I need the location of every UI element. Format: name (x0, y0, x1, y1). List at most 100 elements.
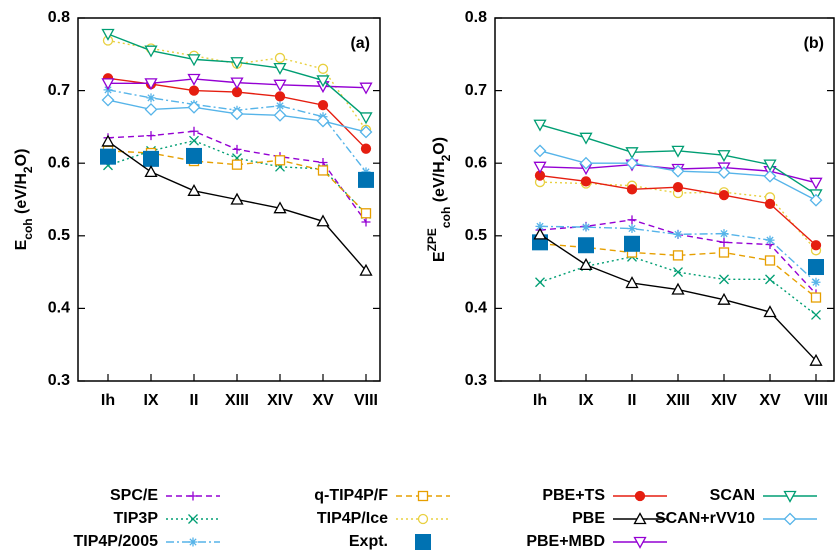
marker (673, 267, 683, 278)
marker (535, 277, 545, 288)
marker (579, 257, 593, 270)
marker (316, 75, 330, 88)
plot-frame (77, 17, 381, 382)
y-tick-label: 0.3 (465, 372, 487, 389)
x-tick-label: Ih (533, 392, 547, 409)
x-tick-label: XIV (711, 392, 737, 409)
marker (580, 176, 592, 187)
marker (810, 292, 822, 303)
marker (783, 512, 797, 526)
marker (232, 144, 242, 154)
x-tick-label: IX (578, 392, 593, 409)
marker (783, 490, 797, 503)
marker (811, 309, 821, 320)
y-axis-label-part: ZPE (425, 228, 439, 251)
marker (188, 514, 198, 524)
marker (101, 93, 115, 107)
marker (672, 250, 684, 261)
marker (763, 159, 777, 172)
legend-label: q-TIP4P/F (314, 487, 388, 504)
marker (359, 125, 373, 139)
marker (624, 235, 640, 252)
y-axis-label-part: O) (431, 137, 448, 155)
marker (101, 28, 115, 41)
y-axis-label-part: 2 (439, 154, 453, 161)
marker (316, 114, 330, 128)
marker (718, 247, 730, 258)
marker (230, 107, 244, 121)
marker (535, 221, 545, 231)
marker (146, 131, 156, 141)
marker (189, 135, 199, 146)
marker (627, 224, 637, 234)
legend-label: Expt. (349, 533, 388, 550)
marker (673, 229, 683, 239)
x-tick-label: IX (143, 392, 158, 409)
marker (533, 119, 547, 132)
marker (230, 192, 244, 205)
marker (101, 78, 115, 91)
marker (189, 126, 199, 136)
marker (316, 214, 330, 227)
marker (634, 490, 646, 502)
marker (672, 182, 684, 193)
marker (188, 537, 198, 547)
x-tick-label: XIV (267, 392, 293, 409)
marker (717, 166, 731, 180)
marker (188, 491, 198, 501)
marker (626, 184, 638, 195)
y-tick-label: 0.6 (48, 154, 70, 171)
marker (579, 132, 593, 145)
x-tick-label: VIII (354, 392, 378, 409)
legend-label: SCAN+rVV10 (655, 510, 755, 527)
marker (764, 198, 776, 210)
y-axis-label: Ecoh (eV/H2O) (13, 149, 35, 251)
marker (625, 147, 639, 160)
x-tick-label: XV (312, 392, 334, 409)
y-axis-label-part: O) (13, 149, 30, 167)
y-axis-label: EZPEcoh (eV/H2O) (425, 137, 453, 262)
marker (417, 490, 429, 502)
y-axis-label-part: coh (21, 218, 35, 239)
y-tick-label: 0.7 (465, 82, 487, 99)
marker (625, 276, 639, 289)
marker (187, 183, 201, 196)
marker (317, 165, 329, 176)
legend-label: TIP4P/2005 (74, 533, 159, 550)
marker (633, 536, 647, 549)
marker (274, 52, 286, 64)
y-tick-label: 0.8 (465, 9, 487, 26)
marker (317, 99, 329, 111)
marker (146, 93, 156, 103)
y-tick-label: 0.6 (465, 154, 487, 171)
marker (273, 62, 287, 75)
marker (763, 169, 777, 183)
marker (144, 103, 158, 116)
marker (275, 101, 285, 111)
marker (671, 145, 685, 158)
marker (144, 45, 158, 58)
x-tick-label: XV (759, 392, 781, 409)
legend-label: PBE (572, 510, 605, 527)
marker (671, 282, 685, 295)
marker (719, 274, 729, 285)
marker (533, 144, 547, 158)
marker (187, 54, 201, 67)
marker (765, 274, 775, 285)
y-tick-label: 0.4 (465, 300, 487, 317)
marker (144, 165, 158, 178)
x-tick-label: XIII (666, 392, 690, 409)
marker (186, 147, 202, 164)
marker (358, 171, 374, 188)
marker (533, 161, 547, 174)
marker (273, 108, 287, 122)
marker (808, 259, 824, 276)
marker (231, 159, 243, 170)
marker (578, 237, 594, 254)
marker (188, 85, 200, 96)
legend-label: PBE+TS (542, 487, 605, 504)
legend-label: PBE+MBD (526, 533, 605, 550)
marker (809, 193, 823, 207)
panel-label: (a) (350, 35, 370, 52)
